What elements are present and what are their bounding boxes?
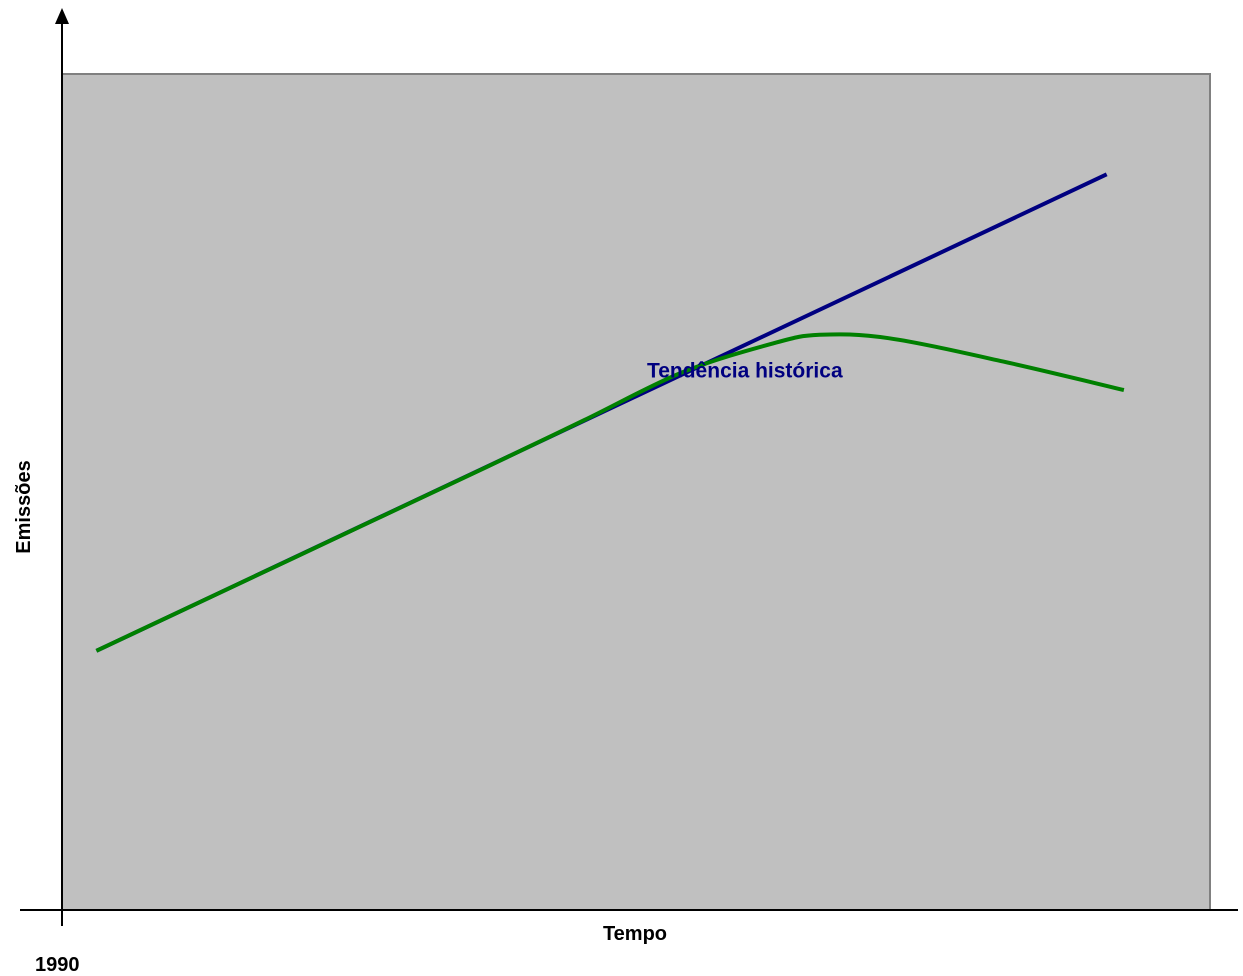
plot-area <box>61 73 1211 911</box>
x-axis-title: Tempo <box>603 923 667 945</box>
y-axis-arrow <box>55 8 69 24</box>
series-line-scenario <box>95 332 1125 653</box>
x-start-tick-label: 1990 <box>35 954 80 976</box>
y-axis-title: Emissões <box>13 460 35 553</box>
series-layer <box>95 172 1125 653</box>
series-label-historical-trend: Tendência histórica <box>647 360 843 383</box>
